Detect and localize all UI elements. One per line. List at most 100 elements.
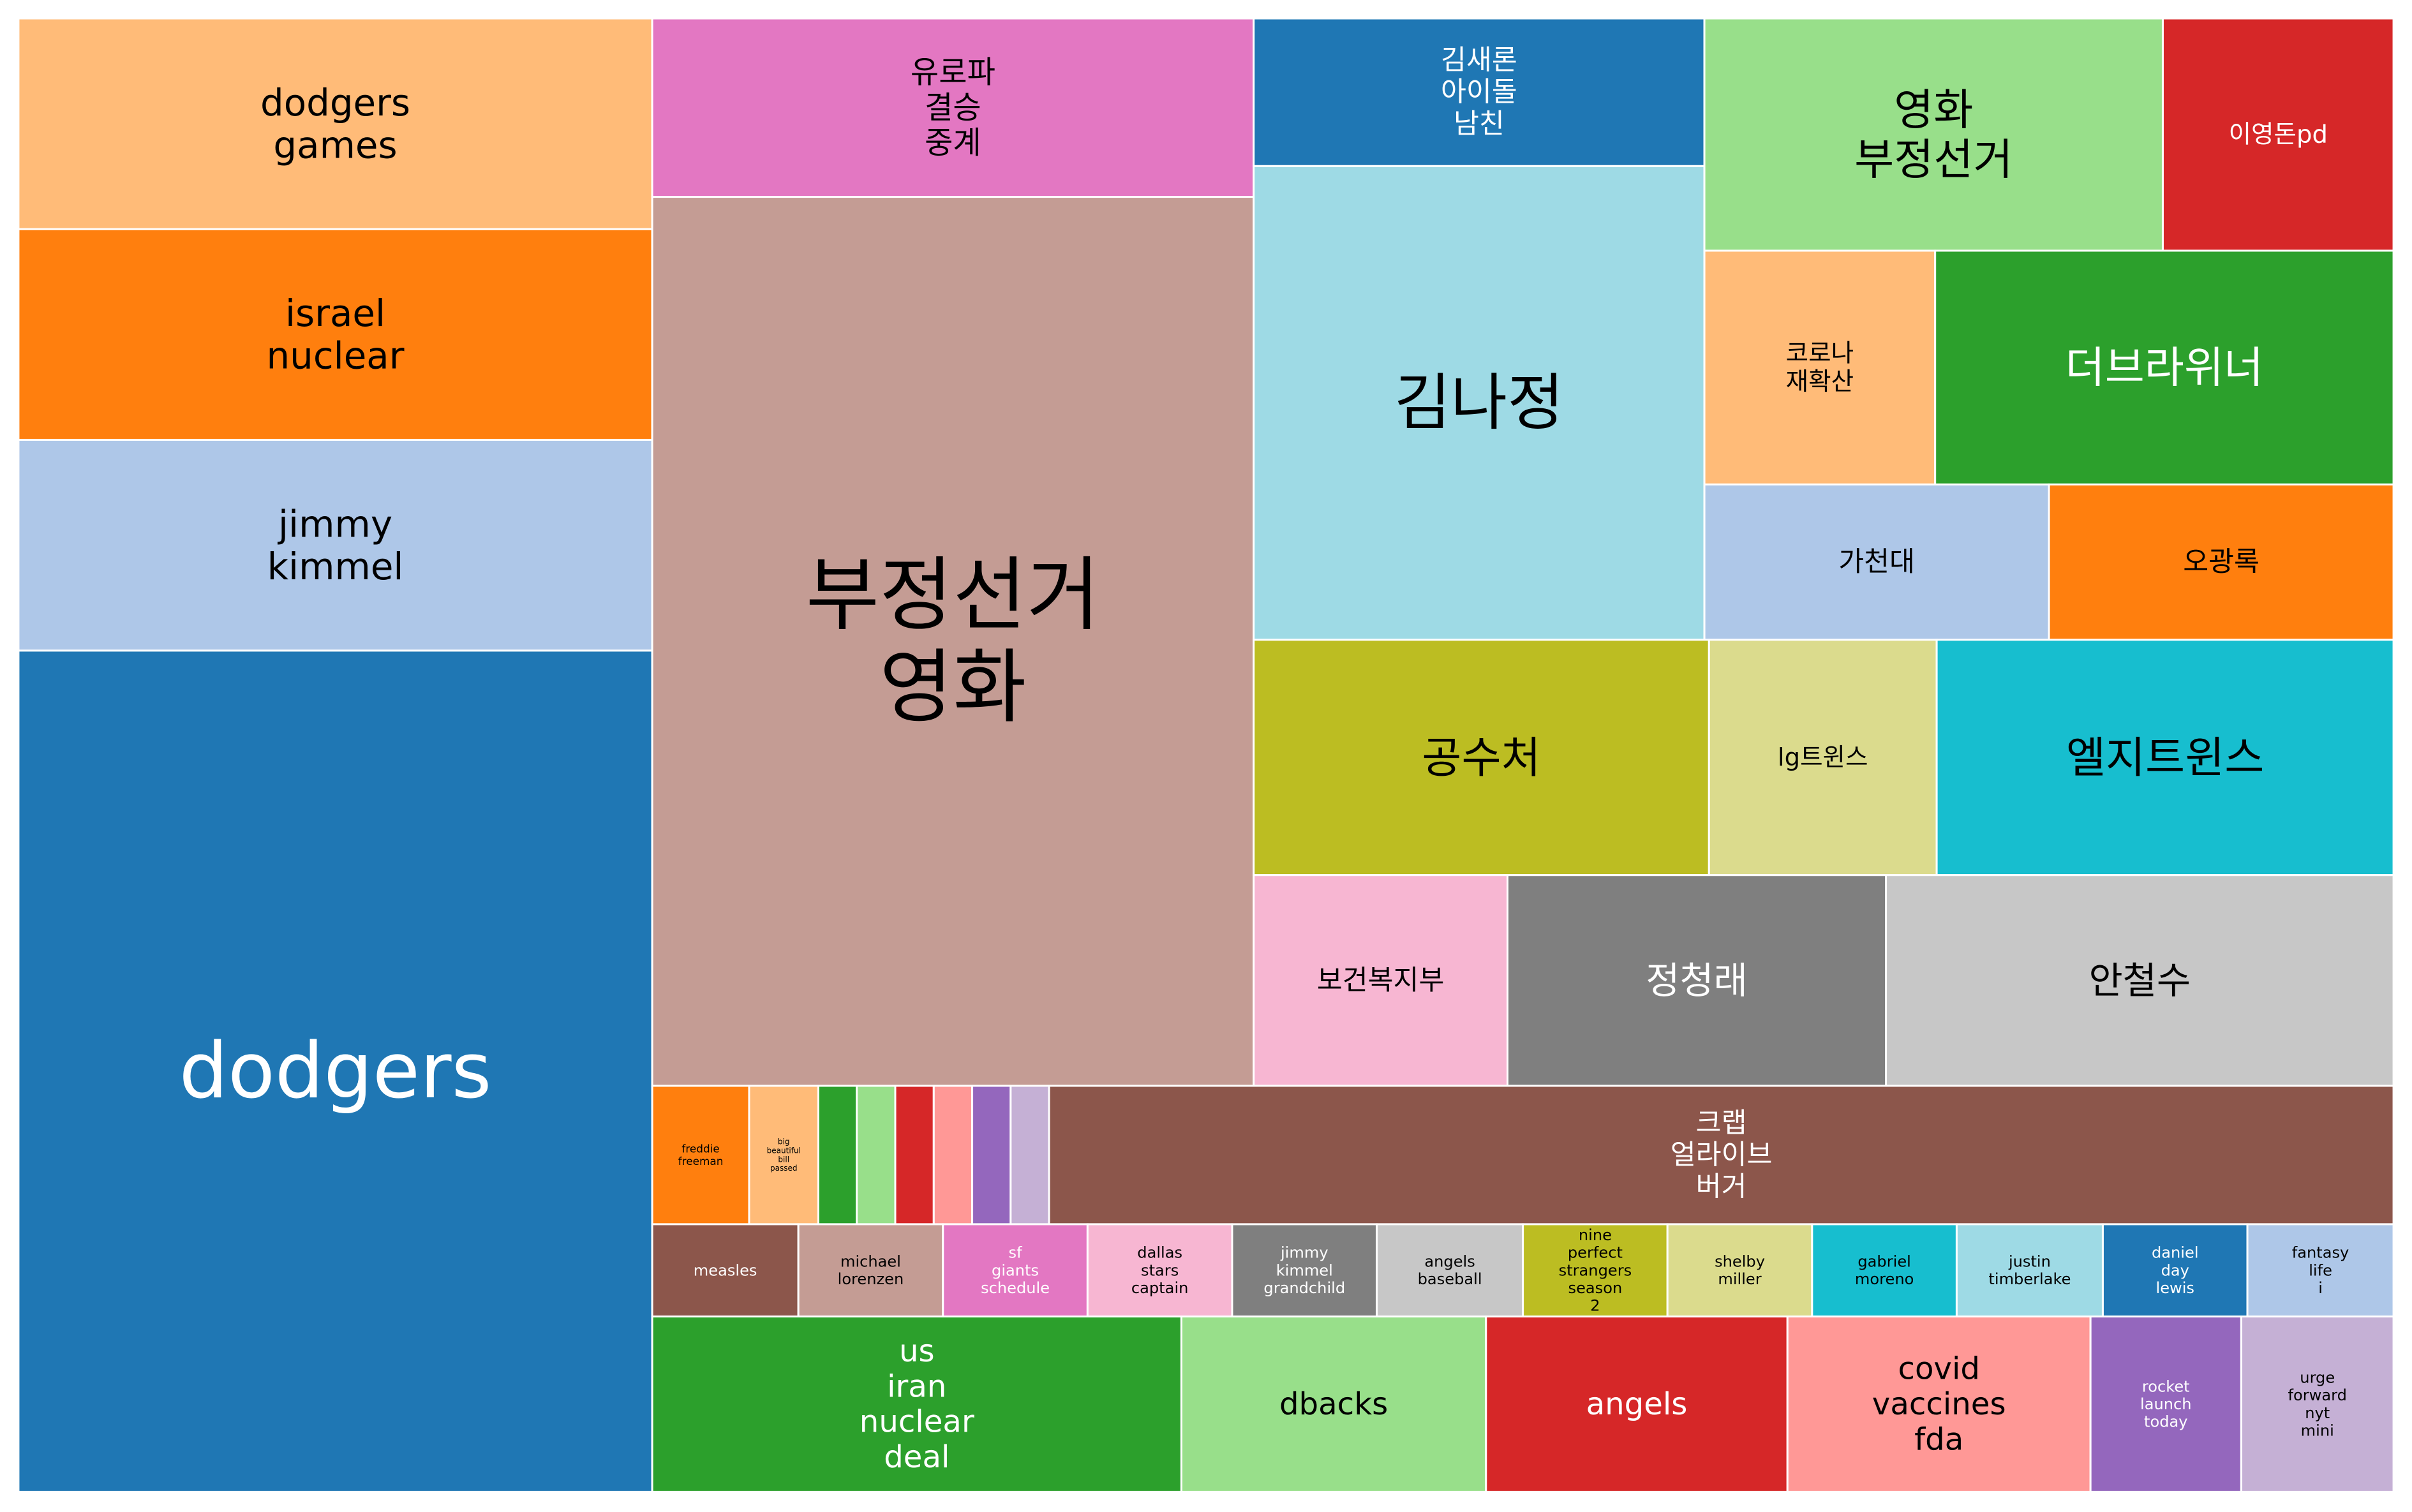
treemap-cell: 김새론 아이돌 남친 bbox=[1253, 17, 1706, 167]
treemap-label: angels bbox=[1586, 1386, 1688, 1422]
treemap-rect bbox=[651, 196, 1255, 1087]
treemap-rect bbox=[1786, 1316, 2092, 1493]
treemap-label: gabriel moreno bbox=[1855, 1252, 1914, 1288]
treemap-label: 영화 부정선거 bbox=[1854, 85, 2013, 185]
treemap-cell bbox=[971, 1085, 1012, 1226]
treemap-label: dallas stars captain bbox=[1131, 1244, 1188, 1297]
treemap-rect bbox=[894, 1085, 935, 1226]
treemap-rect bbox=[2161, 17, 2395, 252]
treemap-label: 김나정 bbox=[1394, 367, 1564, 439]
treemap-label: 엘지트윈스 bbox=[2066, 732, 2265, 783]
treemap-label: fantasy life i bbox=[2292, 1244, 2349, 1297]
treemap-cell: gabriel moreno bbox=[1811, 1223, 1958, 1318]
treemap-cell: measles bbox=[651, 1223, 800, 1318]
treemap-cell: 안철수 bbox=[1885, 874, 2395, 1087]
treemap-cell: 코로나 재확산 bbox=[1703, 249, 1937, 485]
treemap-cell: nine perfect strangers season 2 bbox=[1522, 1223, 1669, 1318]
treemap-cell: 크랩 얼라이브 버거 bbox=[1048, 1085, 2395, 1226]
treemap-cell: rocket launch today bbox=[2089, 1316, 2242, 1493]
treemap-cell: urge forward nyt mini bbox=[2240, 1316, 2395, 1493]
treemap-rect bbox=[1703, 17, 2164, 252]
treemap-cell: us iran nuclear deal bbox=[651, 1316, 1182, 1493]
treemap-label: 유로파 결승 중계 bbox=[911, 54, 995, 161]
treemap-cell bbox=[1009, 1085, 1050, 1226]
treemap-rect bbox=[2089, 1316, 2242, 1493]
treemap-cell: angels bbox=[1485, 1316, 1789, 1493]
treemap-cell: 유로파 결승 중계 bbox=[651, 17, 1255, 198]
treemap-label: 가천대 bbox=[1838, 546, 1915, 578]
treemap-cell bbox=[817, 1085, 858, 1226]
treemap-label: daniel day lewis bbox=[2152, 1244, 2199, 1297]
treemap-rect bbox=[932, 1085, 974, 1226]
treemap-label: measles bbox=[694, 1261, 757, 1279]
treemap-cell: michael lorenzen bbox=[797, 1223, 944, 1318]
treemap-cell bbox=[856, 1085, 897, 1226]
treemap-label: 코로나 재확산 bbox=[1786, 339, 1854, 396]
treemap-label: 김새론 아이돌 남친 bbox=[1441, 45, 1517, 140]
treemap-cell: 영화 부정선거 bbox=[1703, 17, 2164, 252]
treemap-label: justin timberlake bbox=[1988, 1252, 2071, 1288]
treemap-rect bbox=[2101, 1223, 2249, 1318]
treemap-rect bbox=[1180, 1316, 1487, 1493]
treemap-cell: 더브라위너 bbox=[1934, 249, 2395, 485]
treemap-rect bbox=[1934, 249, 2395, 485]
treemap-label: 보건복지부 bbox=[1317, 965, 1445, 997]
treemap-cell: 부정선거 영화 bbox=[651, 196, 1255, 1087]
treemap-label: big beautiful bill passed bbox=[767, 1138, 801, 1173]
treemap-label: nine perfect strangers season 2 bbox=[1559, 1226, 1632, 1315]
treemap-label: 정청래 bbox=[1646, 959, 1748, 1002]
treemap-cell: 보건복지부 bbox=[1253, 874, 1509, 1087]
treemap-rect bbox=[971, 1085, 1012, 1226]
treemap-cell: 엘지트윈스 bbox=[1935, 639, 2395, 877]
treemap-label: dodgers bbox=[179, 1027, 492, 1116]
treemap-cell: 김나정 bbox=[1253, 165, 1706, 641]
treemap-cell: freddie freeman bbox=[651, 1085, 750, 1226]
treemap-cell: 가천대 bbox=[1703, 483, 2050, 641]
treemap-cell bbox=[894, 1085, 935, 1226]
treemap-label: dbacks bbox=[1279, 1386, 1388, 1422]
treemap-cell: jimmy kimmel grandchild bbox=[1231, 1223, 1378, 1318]
treemap-rect bbox=[1522, 1223, 1669, 1318]
treemap-rect bbox=[1485, 1316, 1789, 1493]
treemap-rect bbox=[817, 1085, 858, 1226]
treemap-rect bbox=[856, 1085, 897, 1226]
treemap-rect bbox=[1048, 1085, 2395, 1226]
treemap-label: 안철수 bbox=[2088, 959, 2191, 1002]
treemap-cell: daniel day lewis bbox=[2101, 1223, 2249, 1318]
treemap-cell: covid vaccines fda bbox=[1786, 1316, 2092, 1493]
treemap-rect bbox=[1935, 639, 2395, 877]
treemap-cell: 공수처 bbox=[1253, 639, 1710, 877]
treemap-label: freddie freeman bbox=[678, 1143, 724, 1167]
treemap-rect bbox=[1253, 17, 1706, 167]
treemap-cell: dallas stars captain bbox=[1086, 1223, 1233, 1318]
treemap-rect bbox=[1885, 874, 2395, 1087]
treemap-cell: sf giants schedule bbox=[942, 1223, 1089, 1318]
treemap-label: rocket launch today bbox=[2140, 1377, 2192, 1430]
treemap-rect bbox=[651, 17, 1255, 198]
treemap-cell: 정청래 bbox=[1507, 874, 1887, 1087]
treemap-label: 오광록 bbox=[2183, 546, 2259, 578]
treemap-rect bbox=[17, 228, 653, 441]
treemap-cell bbox=[932, 1085, 974, 1226]
treemap-cell: israel nuclear bbox=[17, 228, 653, 441]
treemap-rect bbox=[1666, 1223, 1813, 1318]
treemap-cell: justin timberlake bbox=[1955, 1223, 2104, 1318]
treemap-rect bbox=[1009, 1085, 1050, 1226]
treemap-rect bbox=[2246, 1223, 2395, 1318]
treemap-rect bbox=[1231, 1223, 1378, 1318]
treemap-label: covid vaccines fda bbox=[1872, 1351, 2006, 1458]
treemap-label: dodgers games bbox=[260, 81, 410, 167]
treemap-label: jimmy kimmel grandchild bbox=[1263, 1244, 1345, 1297]
treemap-cell: dbacks bbox=[1180, 1316, 1487, 1493]
treemap-cell: jimmy kimmel bbox=[17, 438, 653, 652]
treemap-rect bbox=[17, 649, 653, 1493]
treemap-label: angels baseball bbox=[1418, 1252, 1482, 1288]
treemap-rect bbox=[1708, 639, 1938, 877]
treemap-label: us iran nuclear deal bbox=[860, 1333, 974, 1475]
treemap-rect bbox=[1253, 874, 1509, 1087]
treemap-rect bbox=[748, 1085, 819, 1226]
treemap-label: jimmy kimmel bbox=[267, 502, 404, 588]
treemap-label: urge forward nyt mini bbox=[2288, 1368, 2347, 1439]
treemap-cell: 이영돈pd bbox=[2161, 17, 2395, 252]
